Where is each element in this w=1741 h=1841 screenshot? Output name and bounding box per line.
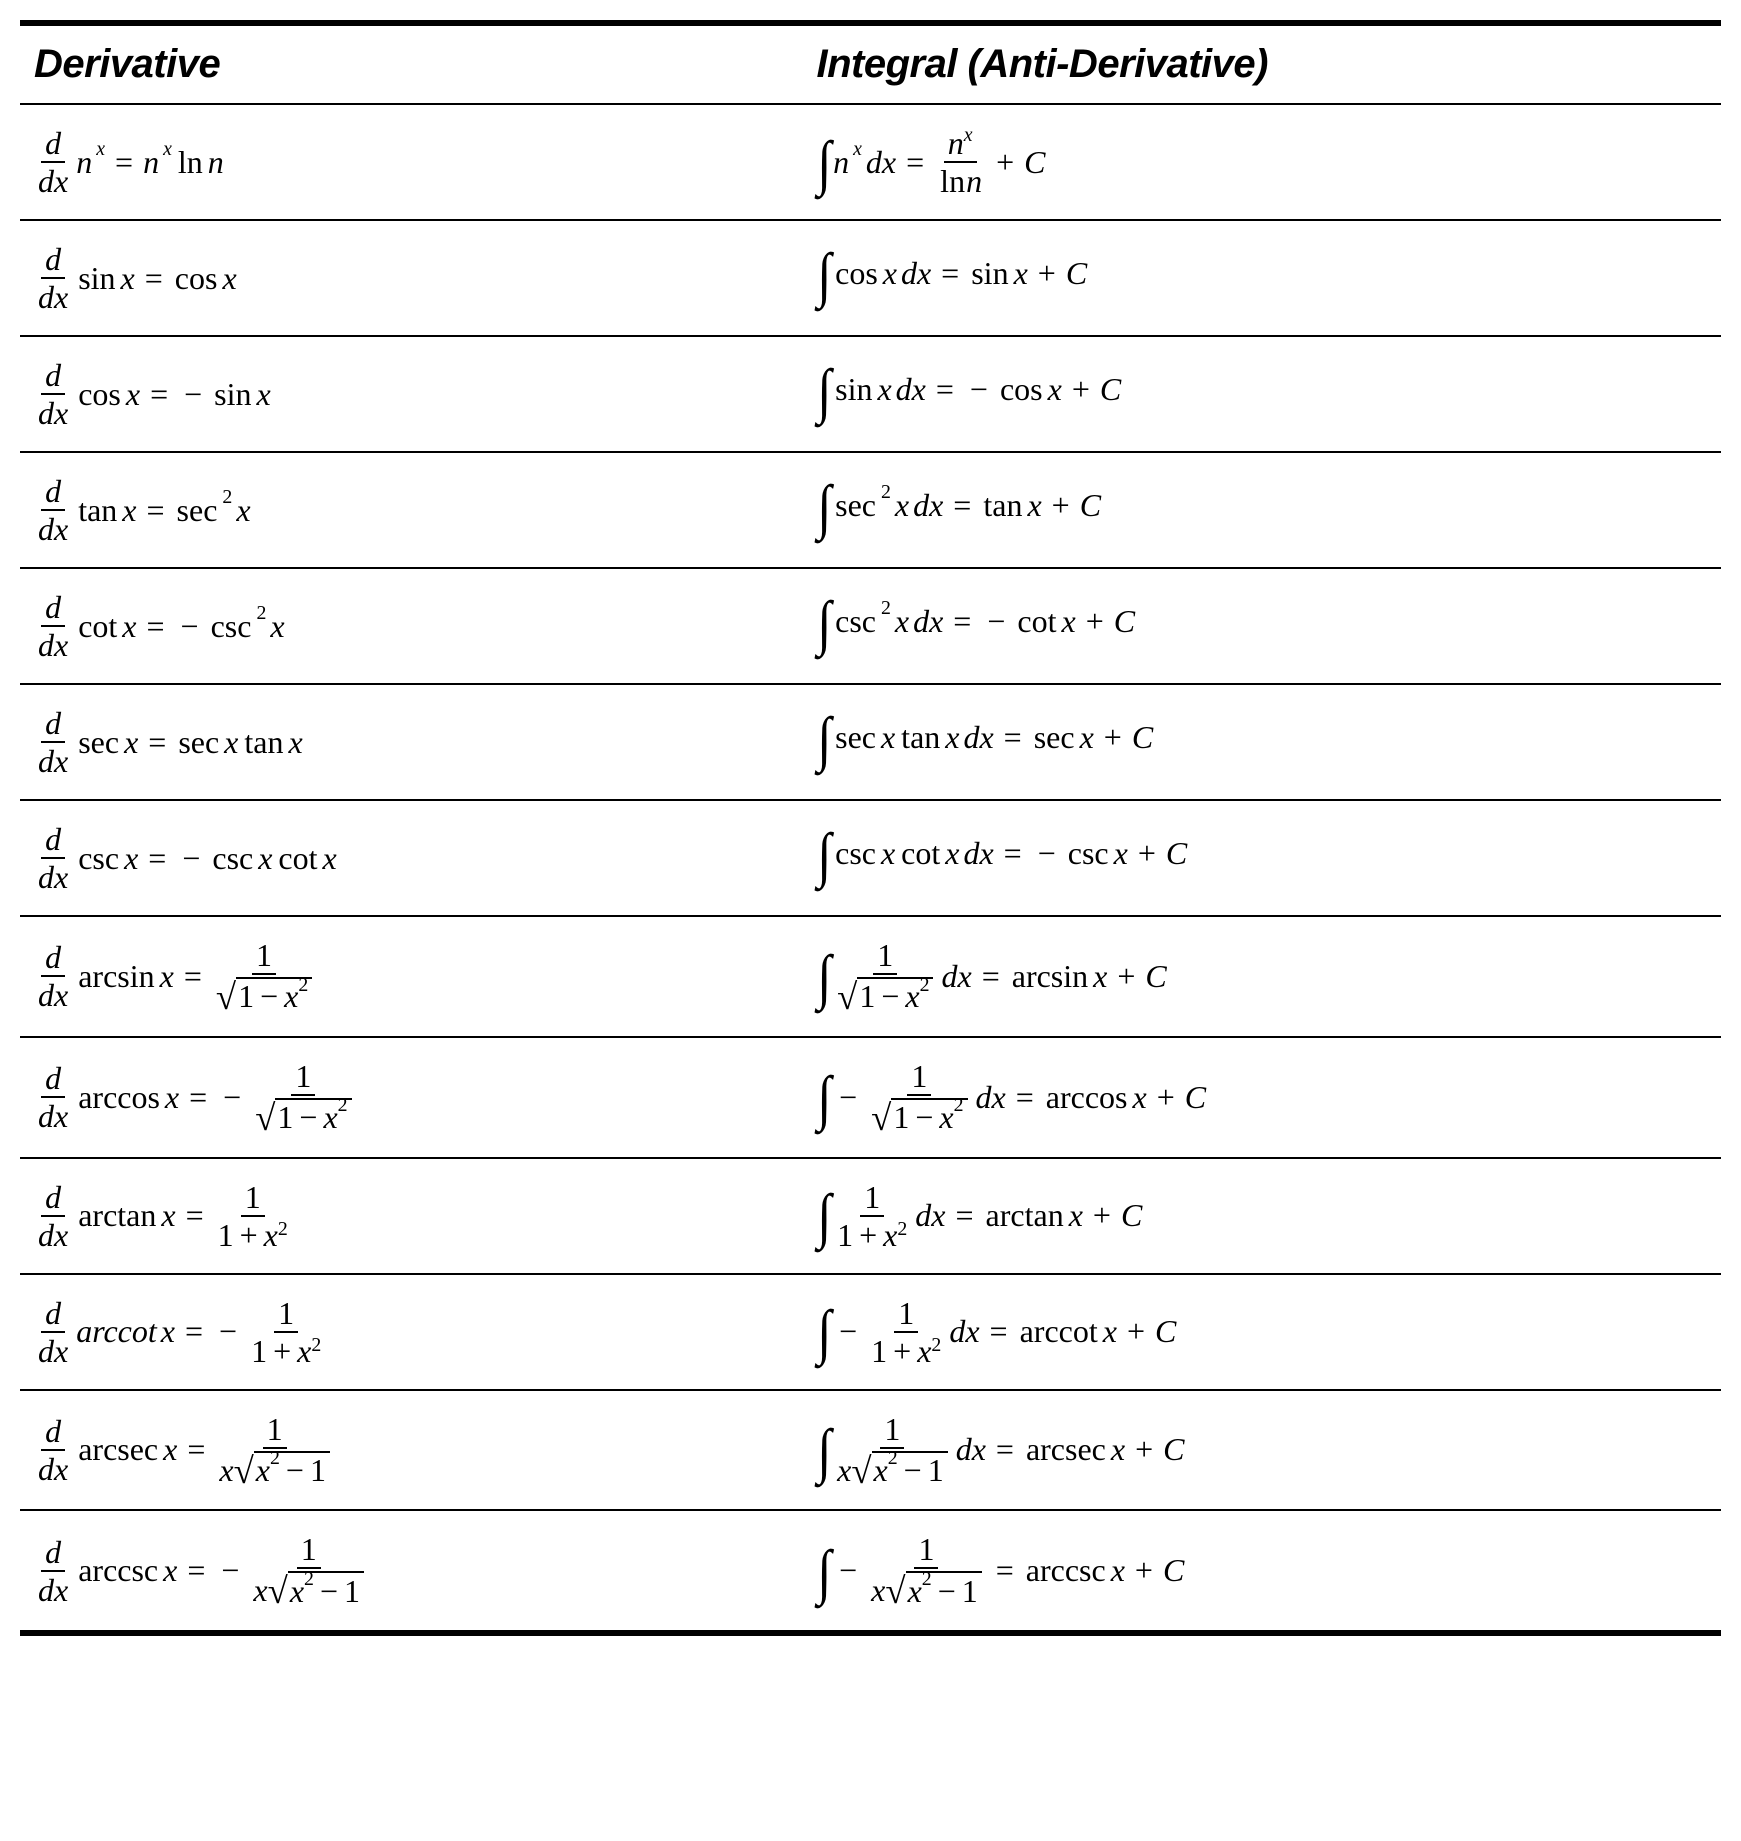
integral-cell: ∫cscx cotxdx=−cscx+C bbox=[802, 800, 1721, 916]
integral-cell: ∫−1√1−x2dx=arccosx+C bbox=[802, 1037, 1721, 1158]
table-row: ddxsecx=secx tanx∫secx tanxdx=secx+C bbox=[20, 684, 1721, 800]
table-row: ddxnx=nx lnn∫nx dx=nxlnn+C bbox=[20, 104, 1721, 220]
table-row: ddxarccosx=−1√1−x2∫−1√1−x2dx=arccosx+C bbox=[20, 1037, 1721, 1158]
derivative-cell: ddxtanx=sec2x bbox=[20, 452, 802, 568]
table-row: ddxtanx=sec2x∫sec2xdx=tanx+C bbox=[20, 452, 1721, 568]
integral-cell: ∫1x√x2−1dx=arcsecx+C bbox=[802, 1390, 1721, 1511]
derivative-integral-table: Derivative Integral (Anti-Derivative) dd… bbox=[20, 20, 1721, 1636]
derivative-cell: ddxarcsinx=1√1−x2 bbox=[20, 916, 802, 1037]
integral-cell: ∫−1x√x2−1=arccscx+C bbox=[802, 1510, 1721, 1633]
derivative-cell: ddxarccscx=−1x√x2−1 bbox=[20, 1510, 802, 1633]
table-row: ddxcotx=−csc2x∫csc2xdx=−cotx+C bbox=[20, 568, 1721, 684]
integral-cell: ∫−11+x2dx=arccotx+C bbox=[802, 1274, 1721, 1390]
integral-cell: ∫1√1−x2dx=arcsinx+C bbox=[802, 916, 1721, 1037]
table-row: ddxarccscx=−1x√x2−1∫−1x√x2−1=arccscx+C bbox=[20, 1510, 1721, 1633]
table-row: ddxcscx=−cscx cotx∫cscx cotxdx=−cscx+C bbox=[20, 800, 1721, 916]
derivative-cell: ddxsinx=cosx bbox=[20, 220, 802, 336]
table-row: ddxcosx=−sinx∫sinxdx=−cosx+C bbox=[20, 336, 1721, 452]
table-row: ddxarctanx=11+x2∫11+x2dx=arctanx+C bbox=[20, 1158, 1721, 1274]
derivative-cell: ddxcotx=−csc2x bbox=[20, 568, 802, 684]
integral-cell: ∫nx dx=nxlnn+C bbox=[802, 104, 1721, 220]
integral-cell: ∫sec2xdx=tanx+C bbox=[802, 452, 1721, 568]
table-row: ddxsinx=cosx∫cosxdx=sinx+C bbox=[20, 220, 1721, 336]
derivative-cell: ddxsecx=secx tanx bbox=[20, 684, 802, 800]
table-row: ddxarcsecx=1x√x2−1∫1x√x2−1dx=arcsecx+C bbox=[20, 1390, 1721, 1511]
derivative-cell: ddxcscx=−cscx cotx bbox=[20, 800, 802, 916]
integral-cell: ∫11+x2dx=arctanx+C bbox=[802, 1158, 1721, 1274]
derivative-cell: ddxarctanx=11+x2 bbox=[20, 1158, 802, 1274]
table-row: ddxarccotx=−11+x2∫−11+x2dx=arccotx+C bbox=[20, 1274, 1721, 1390]
col-header-derivative: Derivative bbox=[20, 23, 802, 104]
derivative-cell: ddxarccotx=−11+x2 bbox=[20, 1274, 802, 1390]
integral-cell: ∫secx tanxdx=secx+C bbox=[802, 684, 1721, 800]
header-row: Derivative Integral (Anti-Derivative) bbox=[20, 23, 1721, 104]
derivative-cell: ddxnx=nx lnn bbox=[20, 104, 802, 220]
col-header-integral: Integral (Anti-Derivative) bbox=[802, 23, 1721, 104]
integral-cell: ∫sinxdx=−cosx+C bbox=[802, 336, 1721, 452]
derivative-cell: ddxarcsecx=1x√x2−1 bbox=[20, 1390, 802, 1511]
derivative-cell: ddxcosx=−sinx bbox=[20, 336, 802, 452]
derivative-cell: ddxarccosx=−1√1−x2 bbox=[20, 1037, 802, 1158]
table-row: ddxarcsinx=1√1−x2∫1√1−x2dx=arcsinx+C bbox=[20, 916, 1721, 1037]
integral-cell: ∫csc2xdx=−cotx+C bbox=[802, 568, 1721, 684]
integral-cell: ∫cosxdx=sinx+C bbox=[802, 220, 1721, 336]
